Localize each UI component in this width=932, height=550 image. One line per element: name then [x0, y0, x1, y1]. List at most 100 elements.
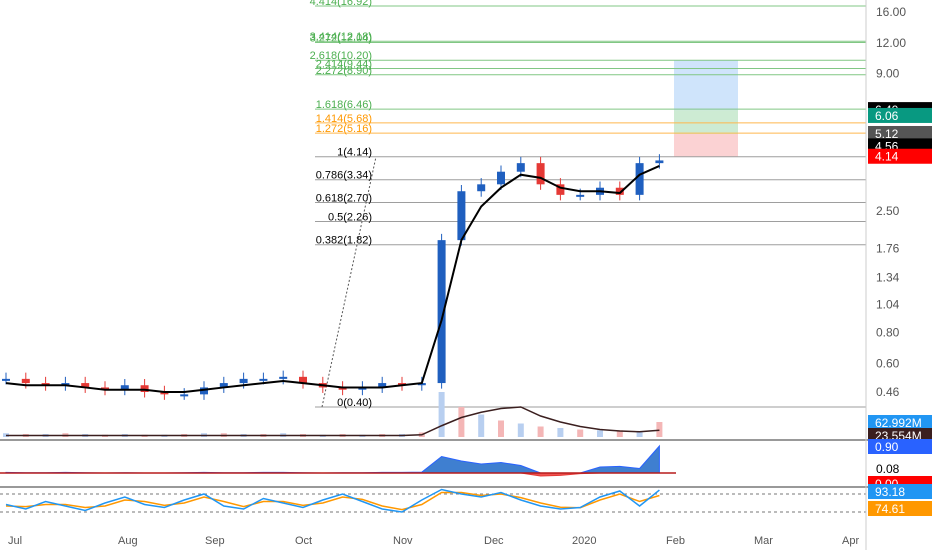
fib-level-label: 0.5(2.26) — [328, 212, 372, 224]
stoch-k-line — [5, 488, 660, 513]
stoch-d-badge: 74.61 — [875, 502, 905, 516]
candle-body — [358, 387, 367, 390]
fib-level-label: 3.272(12.04) — [310, 32, 372, 44]
fib-level-label: 2.414(9.44) — [316, 58, 372, 70]
time-axis: Jul Aug Sep Oct Nov Dec 2020 Feb Mar Apr — [8, 535, 859, 547]
time-axis-label: Oct — [295, 535, 312, 547]
volume-bar — [537, 426, 544, 437]
time-axis-label: 2020 — [572, 535, 596, 547]
volume-ma-line — [6, 406, 660, 437]
candle-body — [477, 184, 486, 192]
fib-trend-line — [321, 156, 377, 408]
candle-body — [516, 163, 525, 172]
price-tick-label: 1.76 — [876, 241, 900, 255]
candle-body — [219, 383, 228, 388]
volume-bar — [577, 429, 584, 437]
price-badge: 4.14 — [875, 150, 899, 164]
price-tick-label: 16.00 — [876, 5, 906, 19]
candle-body — [398, 383, 406, 386]
oscillator-badge: 0.90 — [875, 440, 899, 454]
price-tick-label: 12.00 — [876, 36, 906, 50]
volume-bar — [458, 407, 465, 437]
time-axis-label: Sep — [205, 535, 225, 547]
price-badge-bg — [868, 107, 932, 123]
candle-body — [615, 187, 624, 195]
candle-body — [81, 383, 90, 388]
fib-level-label: 1(4.14) — [337, 147, 372, 159]
candle-body — [536, 163, 545, 185]
fibonacci-levels: 4.414(16.92) 3.414(12.18)3.272(12.04) 2.61… — [310, 0, 866, 409]
candle-body — [437, 240, 446, 384]
oscillator-tick: 0.08 — [876, 462, 900, 476]
time-axis-label: Jul — [8, 535, 22, 547]
fib-level-label: 0.786(3.34) — [316, 170, 372, 182]
stoch-k-badge-bg — [868, 484, 932, 499]
fib-level-label: 2.618(10.20) — [310, 50, 372, 62]
stochastic-pane — [0, 488, 866, 513]
stoch-k-badge: 93.18 — [875, 485, 905, 499]
candle-body — [200, 387, 208, 395]
price-badge-bg — [868, 148, 932, 164]
candle-body — [556, 184, 565, 195]
time-axis-label: Aug — [118, 535, 138, 547]
price-badge: 6.06 — [875, 109, 899, 123]
candle-body — [21, 378, 30, 384]
candle-body — [576, 194, 585, 197]
fib-level-label: 4.414(16.92) — [310, 0, 372, 8]
candle-body — [259, 378, 268, 381]
volume-bar — [616, 430, 623, 437]
candle-body — [635, 163, 644, 195]
candle-body — [160, 392, 169, 395]
price-tick-label: 0.60 — [876, 357, 900, 371]
candle-body — [101, 387, 109, 390]
volume-bar — [438, 392, 445, 437]
fib-level-label: 0.382(1.82) — [316, 235, 372, 247]
candle-body — [61, 383, 70, 386]
price-tick-label: 0.80 — [876, 326, 900, 340]
moving-average — [5, 165, 660, 393]
position-stop-zone — [674, 133, 738, 157]
time-axis-label: Nov — [393, 535, 413, 547]
fib-trend-dashed — [321, 156, 377, 408]
candlestick-series — [2, 154, 664, 400]
fib-level-label: 0.618(2.70) — [316, 193, 372, 205]
oscillator-badge-bg — [868, 439, 932, 454]
time-axis-label: Apr — [842, 535, 859, 547]
volume-pane — [0, 392, 932, 441]
fib-level-label: 1.272(5.16) — [316, 123, 372, 135]
volume-bar — [656, 422, 663, 437]
candle-body — [655, 160, 664, 164]
candle-body — [299, 376, 307, 384]
candle-body — [180, 394, 189, 397]
volume-bar — [636, 431, 643, 437]
fib-level-label: 1.618(6.46) — [316, 99, 372, 111]
position-box — [674, 60, 738, 157]
fib-level-label: 3.414(12.18) — [310, 31, 372, 43]
candle-body — [279, 376, 288, 379]
volume-bar — [597, 430, 603, 437]
volume-badge: 62.992M — [875, 416, 922, 430]
candle-body — [457, 191, 466, 241]
oscillator-pane — [0, 444, 932, 488]
ma-line — [5, 165, 660, 393]
fib-level-label: 2.272(8.90) — [316, 65, 372, 77]
candle-body — [140, 385, 149, 392]
price-tick-label: 1.34 — [876, 271, 900, 285]
candle-body — [239, 378, 248, 384]
volume-bar — [557, 428, 564, 437]
price-badges: 6.406.065.124.564.1462.992M23.554M0.900.… — [868, 102, 932, 516]
price-tick-label: 0.46 — [876, 385, 900, 399]
fib-level-label: 1.414(5.68) — [316, 113, 372, 125]
candle-body — [120, 385, 129, 390]
stoch-d-line — [5, 491, 660, 511]
volume-bar — [517, 423, 524, 437]
volume-badge-bg — [868, 415, 932, 430]
position-profit-zone — [674, 110, 738, 134]
candle-body — [497, 171, 505, 185]
time-axis-label: Feb — [666, 535, 685, 547]
time-axis-label: Dec — [484, 535, 504, 547]
fib-level-label: 0(0.40) — [337, 397, 372, 409]
volume-bar — [498, 420, 504, 437]
